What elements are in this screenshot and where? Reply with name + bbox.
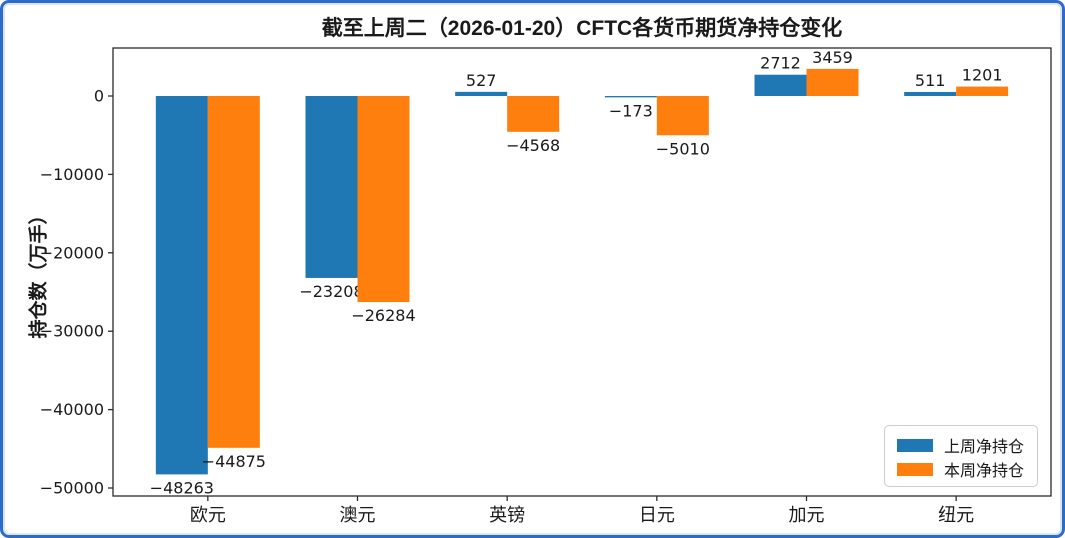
- bar-0-2: [455, 91, 508, 96]
- bar-0-4: [754, 74, 807, 96]
- bar-value-label-1-2: −4568: [506, 136, 560, 155]
- bar-1-3: [656, 95, 709, 136]
- x-tick-label-4: 加元: [789, 505, 825, 526]
- bar-1-2: [507, 95, 560, 132]
- legend-label-last-week: 上周净持仓: [944, 439, 1025, 456]
- plot-border: [112, 47, 1052, 497]
- x-tick-label-1: 澳元: [340, 505, 376, 526]
- bar-1-0: [207, 95, 260, 448]
- bar-value-label-0-2: 527: [466, 71, 497, 90]
- y-tick-label-2: −20000: [40, 243, 104, 262]
- bar-chart-canvas: −48263 −23208 527 −173 2712 511 −44875 −26284 −4…: [40, 47, 1052, 526]
- legend-label-this-week: 本周净持仓: [944, 463, 1025, 480]
- bar-value-label-0-1: −23208: [299, 282, 363, 301]
- bar-value-label-1-3: −5010: [656, 139, 710, 158]
- legend-item-this-week: 本周净持仓: [897, 458, 1027, 480]
- bar-value-label-1-0: −44875: [202, 452, 266, 471]
- legend-item-last-week: 上周净持仓: [897, 434, 1027, 456]
- x-tick-label-5: 纽元: [938, 505, 974, 526]
- bar-1-5: [956, 86, 1009, 96]
- legend-swatch-this-week: [897, 462, 933, 476]
- bar-1-1: [357, 95, 410, 303]
- y-tick-label-5: −50000: [40, 479, 104, 498]
- y-tick-label-0: 0: [94, 86, 104, 105]
- legend: 上周净持仓 本周净持仓: [884, 425, 1038, 487]
- bar-0-5: [904, 91, 957, 96]
- legend-swatch-last-week: [897, 438, 933, 452]
- x-tick-label-3: 日元: [639, 505, 675, 526]
- bar-1-4: [806, 68, 859, 96]
- bar-value-label-0-4: 2712: [760, 54, 801, 73]
- y-tick-label-4: −40000: [40, 400, 104, 419]
- bar-0-3: [604, 95, 657, 98]
- bar-0-1: [305, 95, 358, 278]
- bar-value-label-0-3: −173: [609, 101, 653, 120]
- x-tick-label-0: 欧元: [190, 505, 226, 526]
- x-tick-label-2: 英镑: [489, 505, 525, 526]
- bar-value-label-1-1: −26284: [351, 306, 415, 325]
- bar-value-label-0-5: 511: [915, 71, 946, 90]
- bar-value-label-0-0: −48263: [150, 478, 214, 497]
- bar-value-label-1-5: 1201: [962, 66, 1003, 85]
- bar-value-label-1-4: 3459: [812, 48, 853, 67]
- chart-title: 截至上周二（2026-01-20）CFTC各货币期货净持仓变化: [321, 17, 843, 40]
- y-tick-label-1: −10000: [40, 165, 104, 184]
- bar-0-0: [155, 95, 208, 475]
- y-tick-label-3: −30000: [40, 322, 104, 341]
